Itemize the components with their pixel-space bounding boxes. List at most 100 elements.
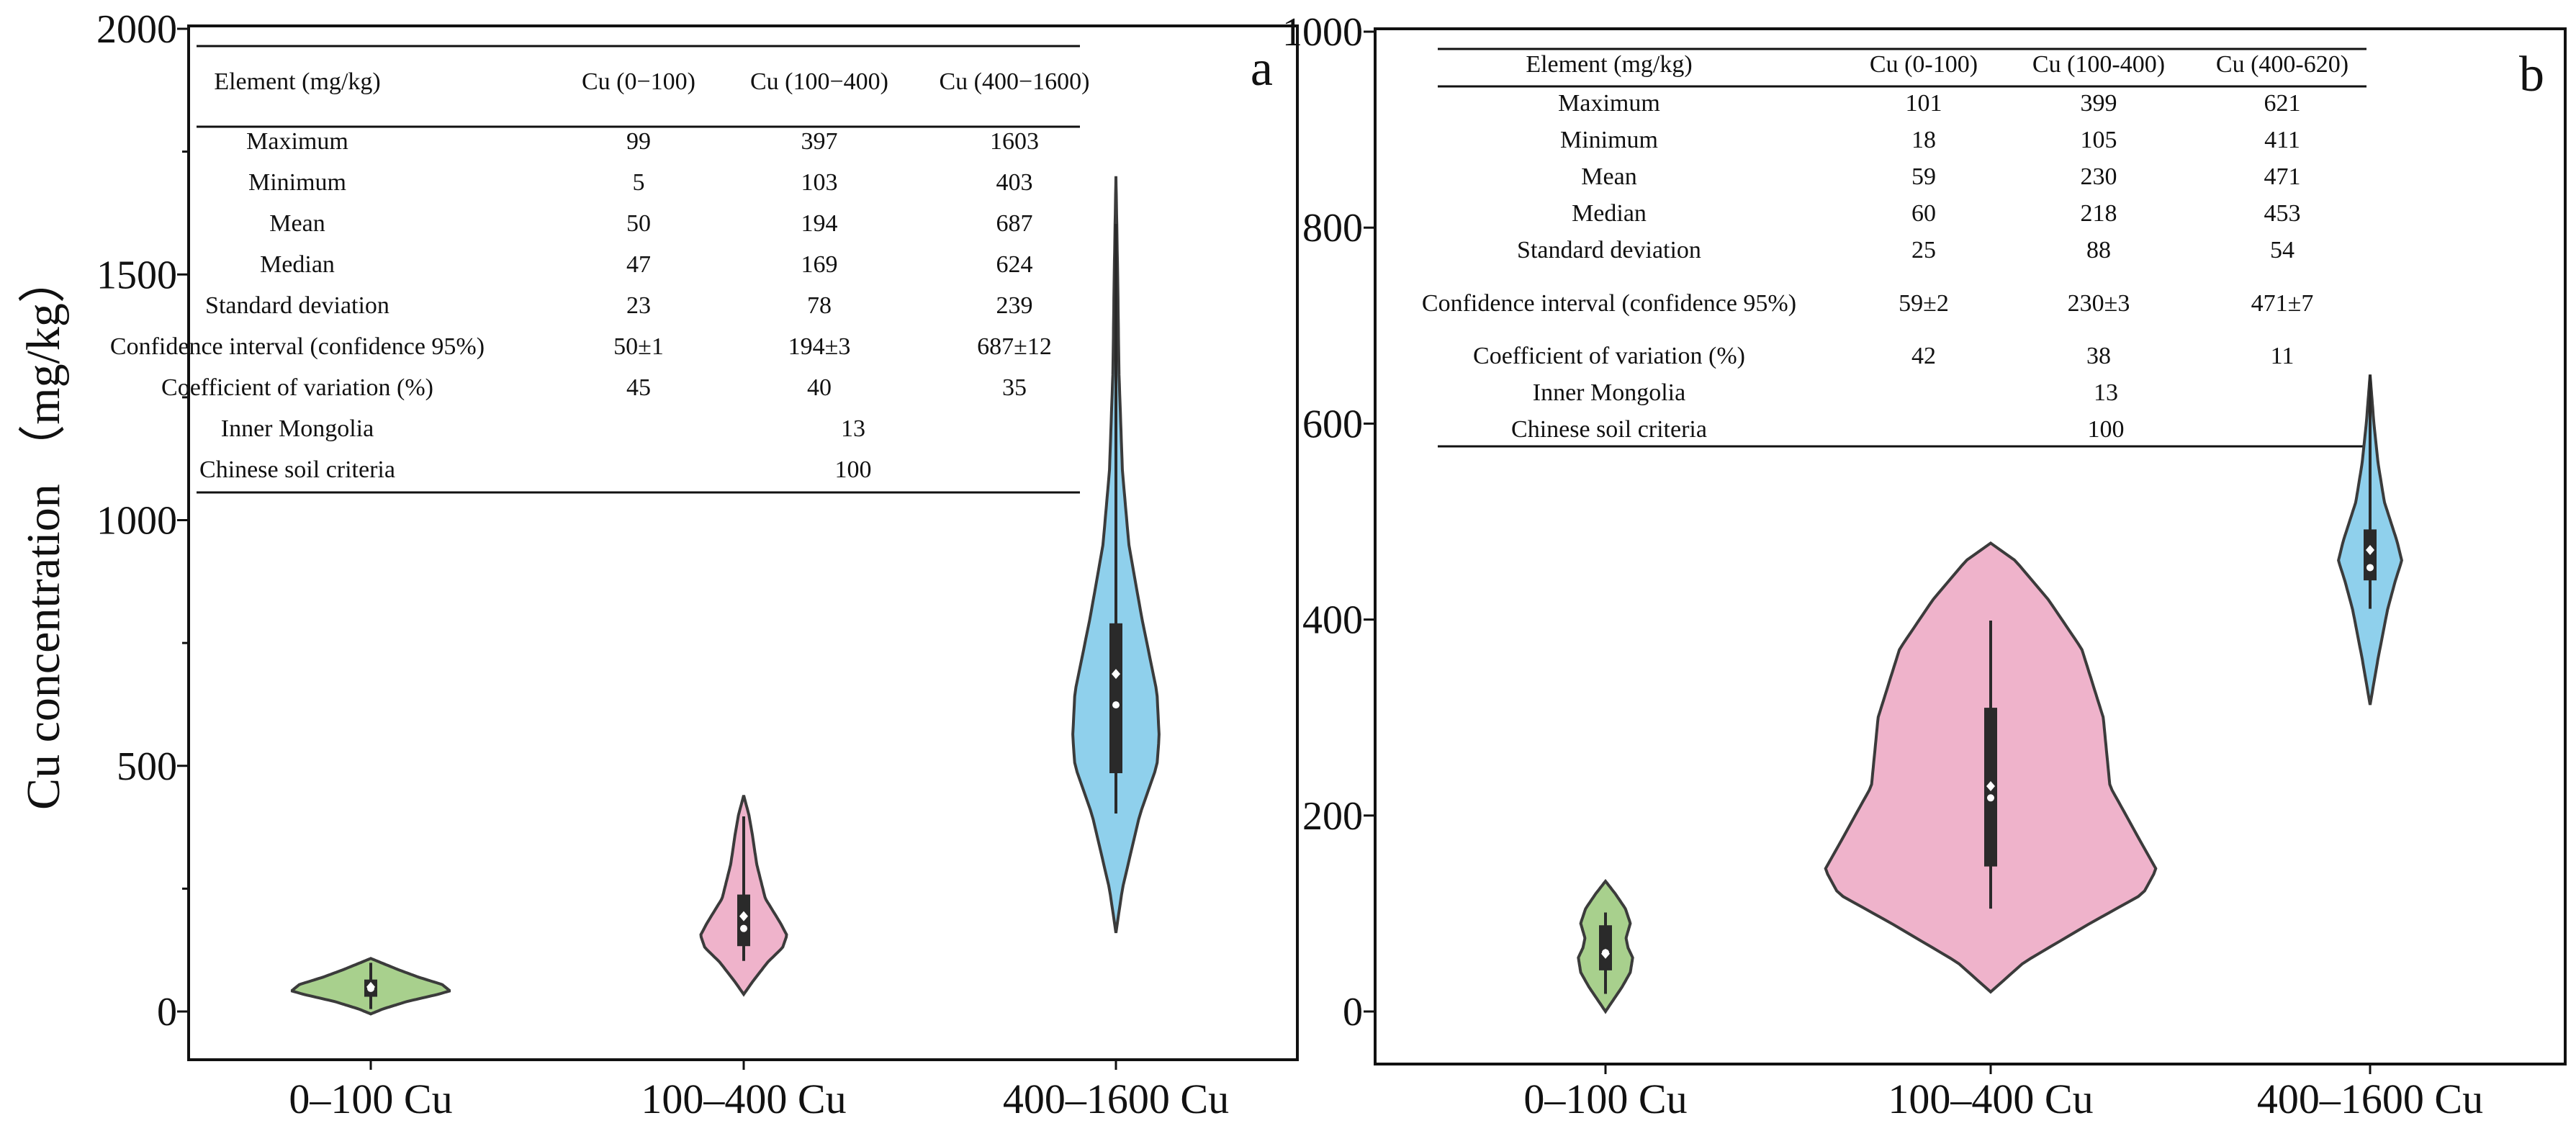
- table-header-cell: Cu (0−100): [582, 68, 695, 95]
- panel-letter: b: [2519, 47, 2544, 102]
- table-cell: 50±1: [613, 333, 664, 360]
- table-cell: 13: [841, 415, 865, 442]
- table-cell: Coefficient of variation (%): [161, 374, 433, 401]
- table-cell: 239: [996, 292, 1033, 319]
- table-cell: 194: [801, 210, 838, 237]
- table-cell: 230: [2081, 163, 2117, 190]
- y-axis-label: Cu concentration （mg/kg）: [17, 256, 70, 810]
- table-cell: 13: [2094, 379, 2118, 406]
- median-marker-2: [1987, 794, 1994, 802]
- table-cell: 105: [2081, 127, 2117, 153]
- mean-marker-3: [1112, 669, 1120, 680]
- table-cell: 60: [1911, 200, 1936, 227]
- y-tick-label: 0: [1343, 990, 1363, 1035]
- table-header-cell: Cu (100-400): [2032, 51, 2165, 78]
- table-cell: Standard deviation: [1517, 237, 1701, 263]
- table-cell: 218: [2081, 200, 2117, 227]
- table-header-cell: Cu (400−1600): [940, 68, 1090, 95]
- table-cell: 453: [2264, 200, 2301, 227]
- table-cell: 1603: [990, 128, 1039, 155]
- y-tick-label: 400: [1302, 598, 1363, 643]
- table-cell: 54: [2270, 237, 2294, 263]
- table-cell: 45: [626, 374, 651, 401]
- table-cell: Inner Mongolia: [221, 415, 374, 442]
- table-header-cell: Cu (100−400): [750, 68, 888, 95]
- table-cell: 78: [807, 292, 832, 319]
- table-header-cell: Cu (400-620): [2216, 51, 2348, 78]
- x-tick-label: 0–100 Cu: [1523, 1076, 1687, 1122]
- table-cell: 624: [996, 251, 1033, 278]
- table-cell: Coefficient of variation (%): [1473, 343, 1745, 369]
- table-cell: Median: [1572, 200, 1647, 227]
- table-cell: 18: [1911, 127, 1936, 153]
- table-cell: 50: [626, 210, 651, 237]
- table-cell: 23: [626, 292, 651, 319]
- median-marker-3: [2366, 564, 2374, 572]
- table-cell: 100: [2088, 416, 2125, 443]
- table-cell: 88: [2086, 237, 2111, 263]
- y-tick-label: 0: [157, 990, 177, 1035]
- y-tick-label: 1000: [1282, 10, 1363, 55]
- table-cell: 5: [633, 169, 645, 196]
- y-tick-label: 500: [117, 744, 177, 789]
- table-cell: Mean: [269, 210, 325, 237]
- plot-frame: [1374, 27, 2567, 1065]
- table-cell: Standard deviation: [205, 292, 389, 319]
- mean-marker-3: [2366, 544, 2374, 555]
- table-cell: 100: [835, 456, 872, 483]
- table-cell: Chinese soil criteria: [1511, 416, 1707, 443]
- table-cell: Median: [260, 251, 335, 278]
- table-cell: Minimum: [248, 169, 346, 196]
- median-marker-3: [1112, 701, 1120, 709]
- mean-marker-2: [739, 911, 748, 922]
- table-cell: Maximum: [246, 128, 348, 155]
- table-cell: Mean: [1581, 163, 1636, 190]
- table-cell: 169: [801, 251, 838, 278]
- table-cell: 471: [2264, 163, 2301, 190]
- table-cell: 38: [2086, 343, 2111, 369]
- panel-letter: a: [1251, 41, 1273, 96]
- table-header-cell: Element (mg/kg): [1526, 51, 1692, 78]
- table-cell: 59: [1911, 163, 1936, 190]
- table-cell: 411: [2264, 127, 2300, 153]
- table-cell: Chinese soil criteria: [199, 456, 395, 483]
- table-cell: 25: [1911, 237, 1936, 263]
- x-tick-label: 100–400 Cu: [1888, 1076, 2093, 1122]
- y-tick-label: 1500: [96, 253, 177, 297]
- table-cell: 42: [1911, 343, 1936, 369]
- median-marker-2: [740, 924, 747, 932]
- panel-a: 0 500 1000 1500 2000 a Element (mg/kg) Cu (0−10…: [96, 7, 1299, 1122]
- iqr-box-1: [1599, 925, 1612, 970]
- table-cell: 621: [2264, 90, 2301, 117]
- table-cell: 35: [1002, 374, 1027, 401]
- table-cell: 40: [807, 374, 832, 401]
- table-cell: 471±7: [2251, 290, 2314, 317]
- median-marker-1: [367, 984, 374, 992]
- table-cell: 11: [2271, 343, 2294, 369]
- table-cell: 687±12: [977, 333, 1052, 360]
- table-cell: Confidence interval (confidence 95%): [1422, 290, 1796, 317]
- table-header-cell: Cu (0-100): [1870, 51, 1978, 78]
- table-cell: 59±2: [1899, 290, 1949, 317]
- table-cell: 230±3: [2068, 290, 2130, 317]
- table-cell: 397: [801, 128, 838, 155]
- panel-b: 0 200 400 600 800 1000 b Element (mg/kg) Cu (0-1…: [1282, 10, 2567, 1122]
- mean-marker-2: [1986, 780, 1995, 791]
- table-cell: Maximum: [1558, 90, 1660, 117]
- y-tick-label: 200: [1302, 794, 1363, 839]
- y-tick-label: 2000: [96, 7, 177, 52]
- x-tick-label: 0–100 Cu: [289, 1076, 452, 1122]
- y-tick-label: 1000: [96, 499, 177, 544]
- table-header-cell: Element (mg/kg): [214, 68, 380, 95]
- iqr-box-3: [1109, 623, 1122, 773]
- table-cell: Minimum: [1560, 127, 1658, 153]
- table-cell: 399: [2081, 90, 2117, 117]
- table-cell: 687: [996, 210, 1033, 237]
- table-cell: 47: [626, 251, 651, 278]
- table-cell: 99: [626, 128, 651, 155]
- table-cell: 403: [996, 169, 1033, 196]
- table-cell: 103: [801, 169, 838, 196]
- y-tick-label: 600: [1302, 402, 1363, 446]
- median-marker-1: [1602, 949, 1609, 957]
